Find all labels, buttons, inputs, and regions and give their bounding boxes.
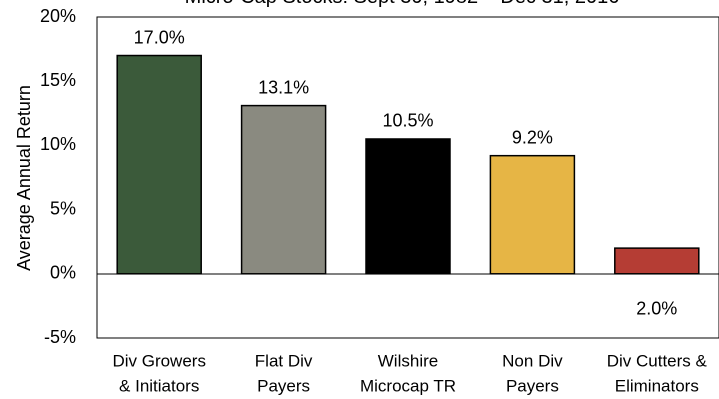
- category-label: & Initiators: [119, 376, 199, 395]
- category-label: Div Cutters &: [607, 351, 708, 370]
- bar-series: [116, 54, 700, 275]
- y-axis-ticks: -5% 0% 5% 10% 15% 20%: [40, 6, 76, 347]
- data-label: 13.1%: [258, 77, 309, 97]
- category-label: Non Div: [502, 351, 563, 370]
- bar: [489, 154, 576, 275]
- category-label: Flat Div: [255, 351, 313, 370]
- data-label: 17.0%: [134, 27, 185, 47]
- category-label: Payers: [257, 376, 310, 395]
- data-label: 2.0%: [636, 299, 677, 319]
- category-label: Eliminators: [615, 376, 699, 395]
- y-axis-label: Average Annual Return: [14, 85, 34, 271]
- y-tick-label: 10%: [40, 134, 76, 154]
- y-tick-label: 5%: [50, 198, 76, 218]
- y-tick-label: 0%: [50, 263, 76, 283]
- y-tick-label: 20%: [40, 6, 76, 26]
- chart-title: Micro-Cap Stocks: Sept 30, 1982 – Dec 31…: [185, 0, 620, 8]
- data-labels: 17.0% 13.1% 10.5% 9.2% 2.0%: [134, 27, 678, 318]
- category-label: Div Growers: [112, 351, 206, 370]
- category-label: Payers: [506, 376, 559, 395]
- category-label: Wilshire: [378, 351, 438, 370]
- plot-area-frame: [96, 16, 719, 339]
- data-label: 9.2%: [512, 127, 553, 147]
- bar: [116, 54, 202, 275]
- bar: [614, 247, 700, 275]
- category-label: Microcap TR: [360, 376, 456, 395]
- bar: [240, 104, 327, 275]
- bar: [365, 138, 451, 275]
- y-tick-label: -5%: [44, 327, 76, 347]
- data-label: 10.5%: [382, 111, 433, 131]
- y-tick-label: 15%: [40, 70, 76, 90]
- category-labels: Div Growers & Initiators Flat Div Payers Wil…: [112, 351, 707, 395]
